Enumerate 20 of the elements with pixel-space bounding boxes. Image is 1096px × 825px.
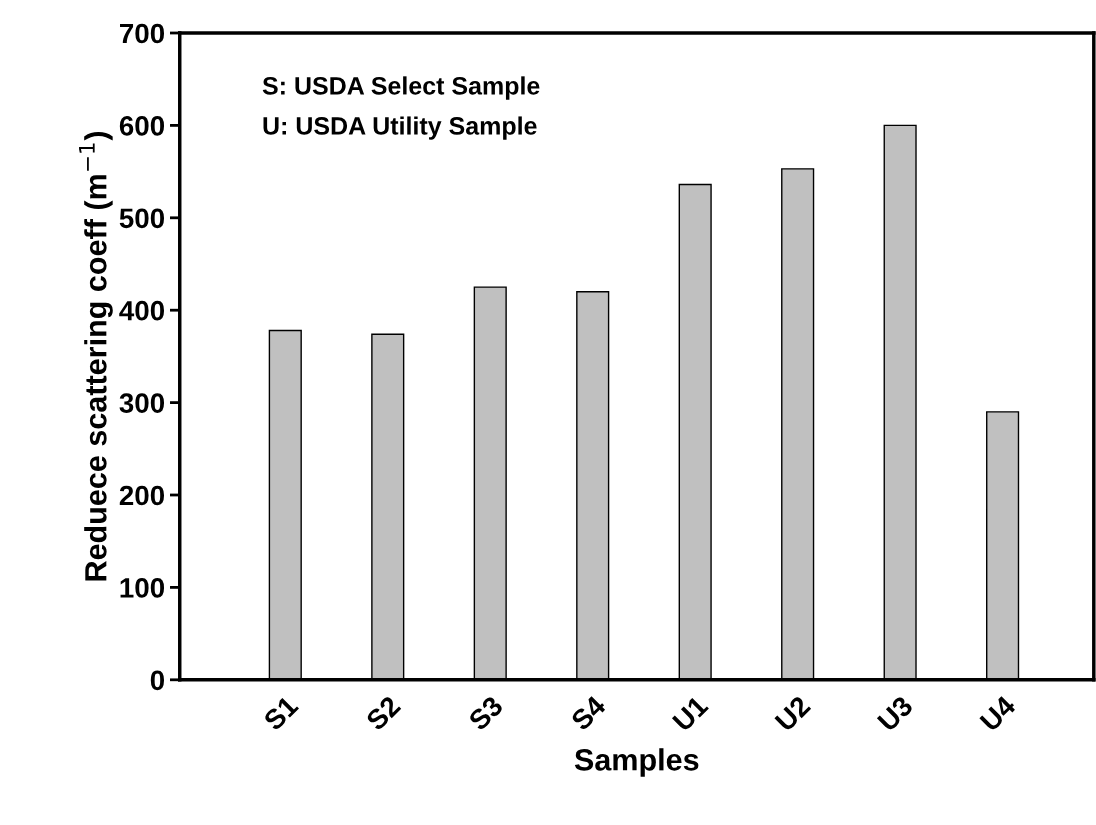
x-tick-label: S3 bbox=[467, 694, 504, 732]
y-tick-label: 100 bbox=[120, 578, 165, 598]
x-tick-label: S1 bbox=[262, 694, 300, 732]
y-tick-label: 600 bbox=[119, 116, 165, 136]
x-axis-title: Samples bbox=[574, 748, 699, 777]
x-tick-label: U3 bbox=[876, 694, 914, 733]
y-tick-label: 500 bbox=[119, 208, 165, 229]
y-tick-label: 300 bbox=[119, 393, 165, 413]
annotation: U: USDA Utility Sample bbox=[263, 116, 537, 140]
y-tick-label: 0 bbox=[150, 670, 165, 691]
x-tick-label: U4 bbox=[979, 694, 1017, 733]
x-tick-label: S2 bbox=[364, 694, 402, 732]
y-tick-label: 400 bbox=[119, 300, 165, 321]
y-tick-label: 700 bbox=[120, 23, 165, 44]
annotation: S: USDA Select Sample bbox=[262, 76, 540, 100]
y-tick-label: 200 bbox=[119, 485, 165, 506]
x-tick-label: U1 bbox=[671, 694, 710, 733]
x-tick-label: S4 bbox=[569, 694, 608, 732]
x-tick-label: U2 bbox=[774, 694, 812, 733]
y-axis-title: Reduece scattering coeff (m$^{−1}$) bbox=[79, 131, 113, 581]
